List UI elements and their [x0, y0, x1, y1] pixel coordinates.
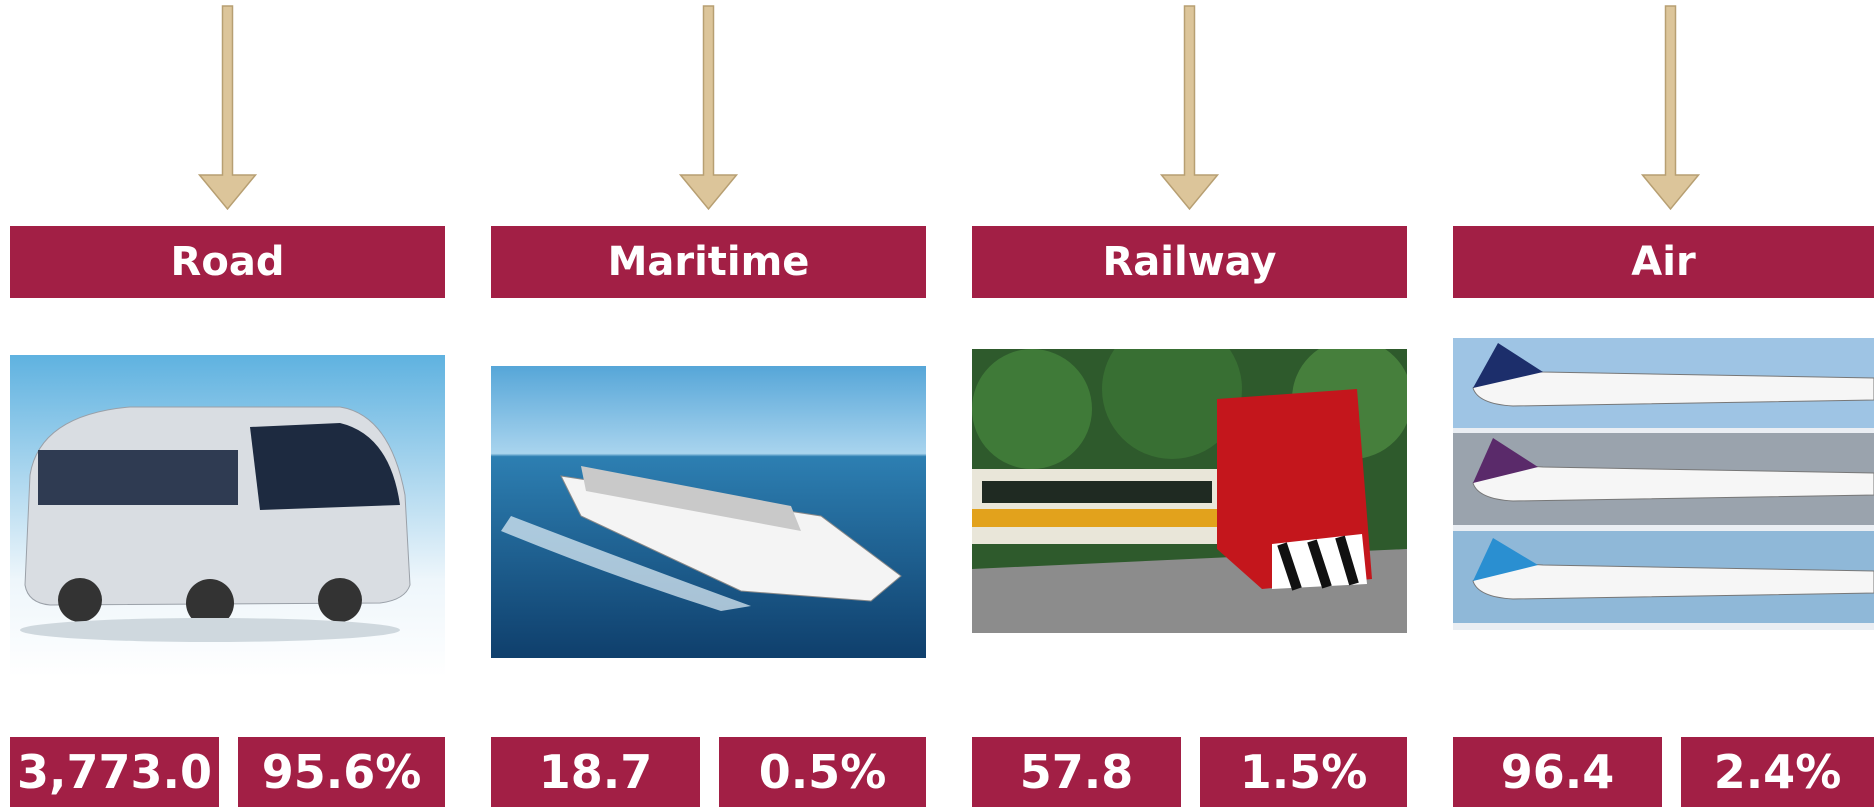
volume-value: 57.8 [972, 737, 1181, 807]
volume-value: 18.7 [491, 737, 700, 807]
mode-header: Road [10, 226, 445, 298]
mode-header: Air [1453, 226, 1874, 298]
down-arrow [1640, 5, 1701, 211]
share-value: 2.4% [1681, 737, 1874, 807]
volume-value: 3,773.0 [10, 737, 219, 807]
mode-header: Railway [972, 226, 1407, 298]
mode-photo [1453, 338, 1874, 630]
volume-value: 96.4 [1453, 737, 1662, 807]
down-arrow [197, 5, 258, 211]
share-value: 95.6% [238, 737, 445, 807]
share-value: 0.5% [719, 737, 926, 807]
mode-column: Railway 57.8 1.5% [972, 0, 1407, 807]
mode-photo [10, 355, 445, 677]
down-arrow [1159, 5, 1220, 211]
mode-column: Air 96.4 2.4% [1453, 0, 1874, 807]
down-arrow [678, 5, 739, 211]
mode-column: Road 3,773.0 95.6% [10, 0, 445, 807]
mode-photo [972, 349, 1407, 633]
mode-header: Maritime [491, 226, 926, 298]
mode-photo [491, 366, 926, 658]
share-value: 1.5% [1200, 737, 1407, 807]
mode-column: Maritime 18.7 0.5% [491, 0, 926, 807]
